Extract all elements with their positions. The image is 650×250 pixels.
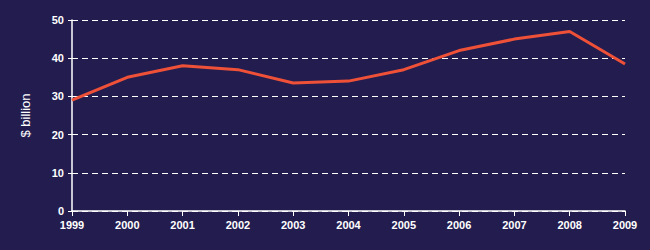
svg-text:10: 10	[52, 167, 64, 179]
svg-text:2007: 2007	[502, 219, 526, 231]
svg-text:2004: 2004	[336, 219, 361, 231]
svg-text:2000: 2000	[115, 219, 139, 231]
svg-text:1999: 1999	[60, 219, 84, 231]
svg-text:2005: 2005	[392, 219, 416, 231]
svg-text:50: 50	[52, 14, 64, 26]
svg-text:$ billion: $ billion	[18, 93, 33, 137]
svg-text:2009: 2009	[613, 219, 637, 231]
svg-text:2003: 2003	[281, 219, 305, 231]
svg-text:2001: 2001	[170, 219, 194, 231]
svg-text:2008: 2008	[557, 219, 581, 231]
svg-text:2006: 2006	[447, 219, 471, 231]
svg-text:20: 20	[52, 129, 64, 141]
svg-text:0: 0	[58, 205, 64, 217]
svg-text:40: 40	[52, 52, 64, 64]
svg-text:30: 30	[52, 90, 64, 102]
svg-text:2002: 2002	[226, 219, 250, 231]
